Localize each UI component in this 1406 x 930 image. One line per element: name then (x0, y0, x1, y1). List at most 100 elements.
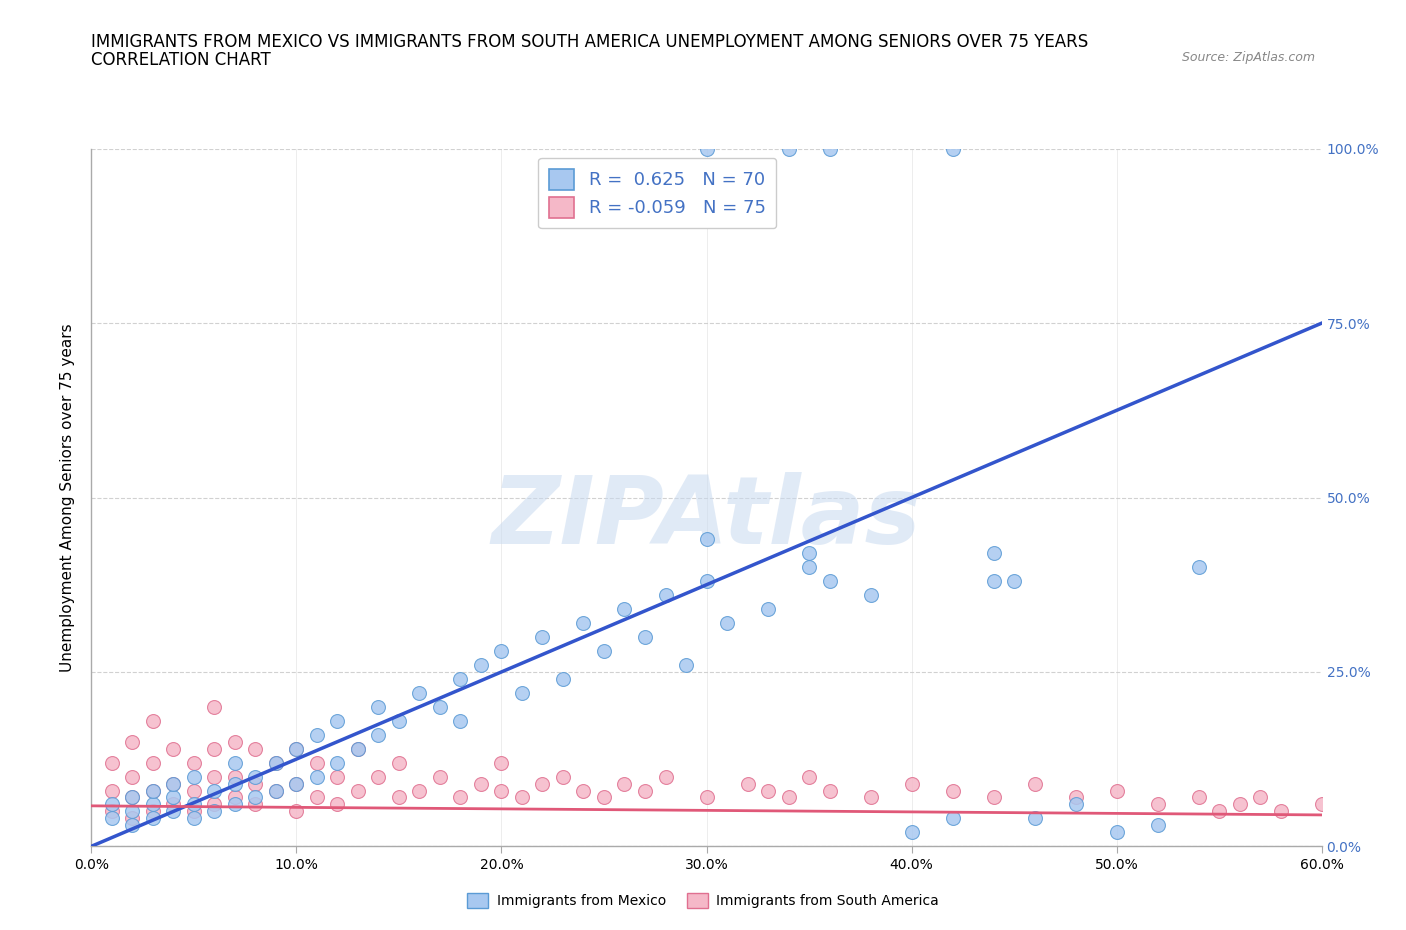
Point (491, 644, 513, 658)
Point (818, 783, 841, 798)
Point (1229, 797, 1251, 812)
Point (572, 783, 595, 798)
Point (121, 769, 143, 784)
Point (326, 797, 349, 812)
Point (101, 797, 124, 812)
Point (1105, 825, 1128, 840)
Point (983, 574, 1005, 589)
Point (942, 811, 965, 826)
Point (1208, 804, 1230, 819)
Point (224, 790, 246, 805)
Point (305, 755, 328, 770)
Point (162, 804, 184, 819)
Point (224, 735, 246, 750)
Point (142, 783, 165, 798)
Point (572, 616, 595, 631)
Point (695, 141, 717, 156)
Point (183, 783, 205, 798)
Point (245, 797, 267, 812)
Point (326, 755, 349, 770)
Point (183, 811, 205, 826)
Point (613, 776, 636, 790)
Point (388, 790, 411, 805)
Point (634, 630, 657, 644)
Point (675, 658, 697, 672)
Point (491, 755, 513, 770)
Point (778, 790, 800, 805)
Point (695, 790, 717, 805)
Point (101, 783, 124, 798)
Point (634, 783, 657, 798)
Point (305, 727, 328, 742)
Point (1064, 790, 1087, 805)
Point (429, 769, 451, 784)
Point (1310, 797, 1333, 812)
Point (531, 630, 554, 644)
Point (388, 755, 411, 770)
Point (264, 755, 287, 770)
Point (162, 790, 184, 805)
Point (326, 769, 349, 784)
Point (245, 741, 267, 756)
Point (101, 811, 124, 826)
Point (202, 804, 225, 819)
Point (695, 574, 717, 589)
Point (900, 776, 922, 790)
Point (202, 741, 225, 756)
Point (347, 741, 370, 756)
Point (121, 818, 143, 833)
Point (449, 713, 471, 728)
Point (264, 783, 287, 798)
Point (121, 804, 143, 819)
Text: Source: ZipAtlas.com: Source: ZipAtlas.com (1181, 51, 1315, 64)
Point (716, 616, 738, 631)
Point (367, 699, 389, 714)
Point (305, 790, 328, 805)
Point (162, 741, 184, 756)
Point (449, 790, 471, 805)
Point (1146, 818, 1168, 833)
Point (202, 769, 225, 784)
Point (551, 671, 574, 686)
Point (347, 783, 370, 798)
Point (737, 776, 759, 790)
Point (142, 713, 165, 728)
Point (245, 776, 267, 790)
Point (449, 671, 471, 686)
Point (1146, 797, 1168, 812)
Point (121, 790, 143, 805)
Point (756, 783, 779, 798)
Point (285, 776, 308, 790)
Point (101, 755, 124, 770)
Point (818, 574, 841, 589)
Point (1187, 560, 1209, 575)
Point (121, 735, 143, 750)
Point (101, 804, 124, 819)
Point (859, 588, 882, 603)
Point (654, 588, 676, 603)
Point (1270, 804, 1292, 819)
Point (224, 776, 246, 790)
Point (162, 797, 184, 812)
Point (224, 769, 246, 784)
Point (264, 755, 287, 770)
Point (1249, 790, 1271, 805)
Point (429, 699, 451, 714)
Text: CORRELATION CHART: CORRELATION CHART (91, 51, 271, 69)
Point (142, 755, 165, 770)
Point (470, 658, 492, 672)
Point (142, 811, 165, 826)
Text: IMMIGRANTS FROM MEXICO VS IMMIGRANTS FROM SOUTH AMERICA UNEMPLOYMENT AMONG SENIO: IMMIGRANTS FROM MEXICO VS IMMIGRANTS FRO… (91, 33, 1088, 50)
Point (654, 769, 676, 784)
Point (491, 783, 513, 798)
Point (1002, 574, 1025, 589)
Point (818, 141, 841, 156)
Point (510, 685, 533, 700)
Point (285, 741, 308, 756)
Point (797, 546, 820, 561)
Point (797, 769, 820, 784)
Point (142, 797, 165, 812)
Point (285, 741, 308, 756)
Point (224, 797, 246, 812)
Point (593, 644, 616, 658)
